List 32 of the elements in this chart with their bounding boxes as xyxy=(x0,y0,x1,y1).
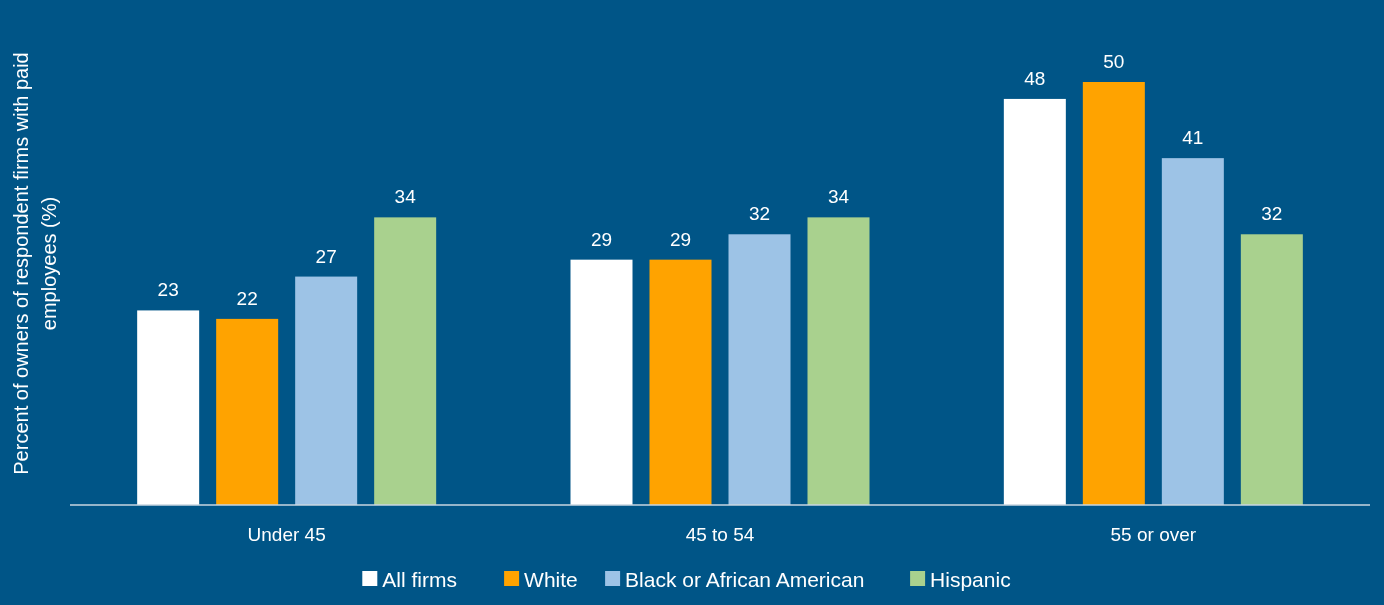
bar xyxy=(570,259,633,505)
legend-label: Black or African American xyxy=(625,568,865,591)
bar xyxy=(216,318,279,505)
legend-label: White xyxy=(524,568,578,591)
bar xyxy=(374,217,437,505)
data-label: 22 xyxy=(236,287,258,309)
data-label: 29 xyxy=(590,228,613,250)
data-label: 41 xyxy=(1182,127,1204,149)
data-label: 32 xyxy=(748,203,771,225)
data-label: 50 xyxy=(1103,51,1125,72)
data-label: 27 xyxy=(315,245,337,267)
bar xyxy=(649,259,712,505)
data-label: 32 xyxy=(1261,203,1283,225)
bar xyxy=(1161,158,1224,505)
legend-label: Hispanic xyxy=(930,568,1011,591)
bar xyxy=(807,217,870,505)
bar xyxy=(1082,82,1145,505)
bar xyxy=(137,310,200,505)
data-label: 34 xyxy=(827,186,850,208)
legend-label: All firms xyxy=(382,568,457,591)
x-tick-label: 45 to 54 xyxy=(685,524,755,545)
x-tick-label: 55 or over xyxy=(1110,524,1197,545)
data-label: 34 xyxy=(394,186,417,208)
bar xyxy=(728,234,791,505)
data-label: 48 xyxy=(1024,67,1046,89)
data-label: 23 xyxy=(157,279,179,301)
bar xyxy=(295,276,358,505)
y-axis-title: Percent of owners of respondent firms with paid employees (%) xyxy=(10,52,60,475)
bar xyxy=(1003,98,1066,505)
data-label: 29 xyxy=(669,228,692,250)
x-tick-label: Under 45 xyxy=(247,524,326,545)
bar xyxy=(1240,234,1303,505)
